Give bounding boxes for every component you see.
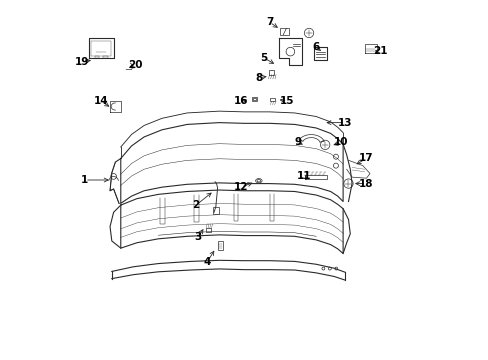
Text: 16: 16 — [233, 96, 247, 106]
Text: 21: 21 — [373, 46, 387, 56]
Text: 17: 17 — [358, 153, 373, 163]
Bar — [206, 228, 211, 232]
Bar — [212, 207, 219, 215]
Text: 14: 14 — [94, 96, 108, 106]
Text: 1: 1 — [81, 175, 88, 185]
Text: 10: 10 — [333, 138, 348, 147]
Text: 18: 18 — [359, 179, 373, 189]
Text: 20: 20 — [128, 60, 142, 70]
Bar — [103, 56, 107, 58]
Text: 4: 4 — [203, 257, 210, 267]
Text: 3: 3 — [194, 232, 201, 242]
Text: 8: 8 — [255, 73, 262, 83]
Text: 13: 13 — [337, 118, 351, 128]
Bar — [280, 28, 289, 35]
Text: 7: 7 — [265, 17, 273, 27]
Text: 6: 6 — [312, 42, 319, 52]
Text: 19: 19 — [75, 57, 89, 67]
Bar — [94, 56, 99, 58]
Text: 9: 9 — [294, 138, 301, 147]
Text: 2: 2 — [192, 200, 199, 210]
Text: 5: 5 — [260, 53, 267, 63]
Bar — [270, 98, 274, 101]
Text: 15: 15 — [280, 96, 294, 106]
Bar — [252, 98, 256, 100]
Text: 12: 12 — [233, 182, 247, 192]
Bar — [217, 241, 223, 250]
Text: 11: 11 — [296, 171, 310, 181]
Bar — [251, 97, 257, 101]
Bar — [268, 70, 274, 75]
